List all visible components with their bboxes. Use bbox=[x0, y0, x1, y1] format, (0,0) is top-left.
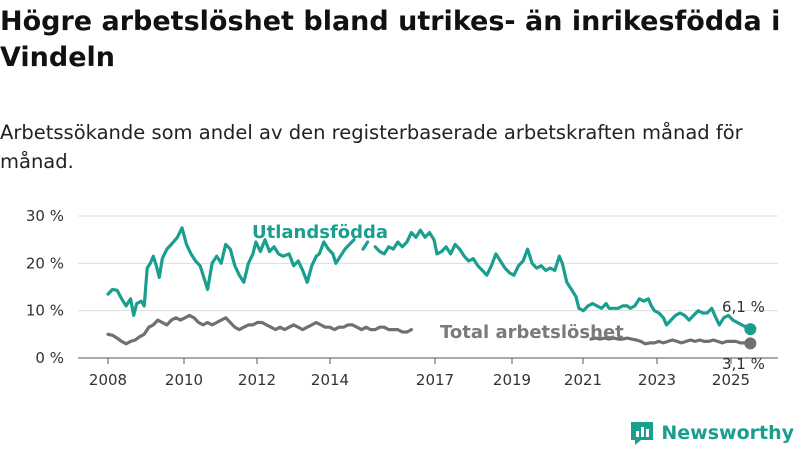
series-line-foreign-end-point bbox=[744, 323, 757, 336]
y-tick-label: 20 % bbox=[26, 254, 64, 272]
series-labels: Utlandsfödda Total arbetslöshet 6,1 % 3,… bbox=[252, 222, 765, 373]
series-label-total: Total arbetslöshet bbox=[440, 322, 624, 343]
x-tick-label: 2021 bbox=[564, 371, 602, 389]
x-tick-label: 2019 bbox=[493, 371, 531, 389]
series-label-foreign: Utlandsfödda bbox=[252, 222, 388, 243]
x-tick-label: 2017 bbox=[416, 371, 454, 389]
series-line-foreign bbox=[373, 228, 752, 331]
newsworthy-brand: Newsworthy bbox=[629, 420, 794, 446]
chart-title: Högre arbetslöshet bland utrikes- än inr… bbox=[0, 6, 781, 73]
gridlines bbox=[78, 215, 778, 359]
series-line-total bbox=[106, 313, 413, 346]
series-line-foreign bbox=[106, 226, 356, 317]
x-axis: 2008 2010 2012 2014 2017 2019 2021 2023 2025 bbox=[89, 358, 750, 389]
y-tick-label: 0 % bbox=[35, 349, 64, 367]
x-tick-label: 2010 bbox=[165, 371, 203, 389]
y-tick-label: 30 % bbox=[26, 207, 64, 225]
y-axis: 0 % 10 % 20 % 30 % bbox=[26, 207, 64, 367]
series-line-foreign bbox=[361, 240, 370, 251]
newsworthy-logo-icon bbox=[631, 422, 654, 445]
x-tick-label: 2012 bbox=[238, 371, 276, 389]
x-tick-label: 2025 bbox=[712, 371, 750, 389]
series-line-total bbox=[589, 336, 752, 346]
series-line-total-end-point bbox=[744, 337, 757, 350]
brand-name: Newsworthy bbox=[661, 422, 794, 444]
y-tick-label: 10 % bbox=[26, 302, 64, 320]
end-label-total: 3,1 % bbox=[722, 355, 765, 373]
chart-subtitle: Arbetssökande som andel av den registerb… bbox=[0, 121, 743, 173]
end-label-foreign: 6,1 % bbox=[722, 298, 765, 316]
x-tick-label: 2008 bbox=[89, 371, 127, 389]
x-tick-label: 2014 bbox=[311, 371, 349, 389]
series-lines bbox=[106, 226, 757, 350]
x-tick-label: 2023 bbox=[638, 371, 676, 389]
